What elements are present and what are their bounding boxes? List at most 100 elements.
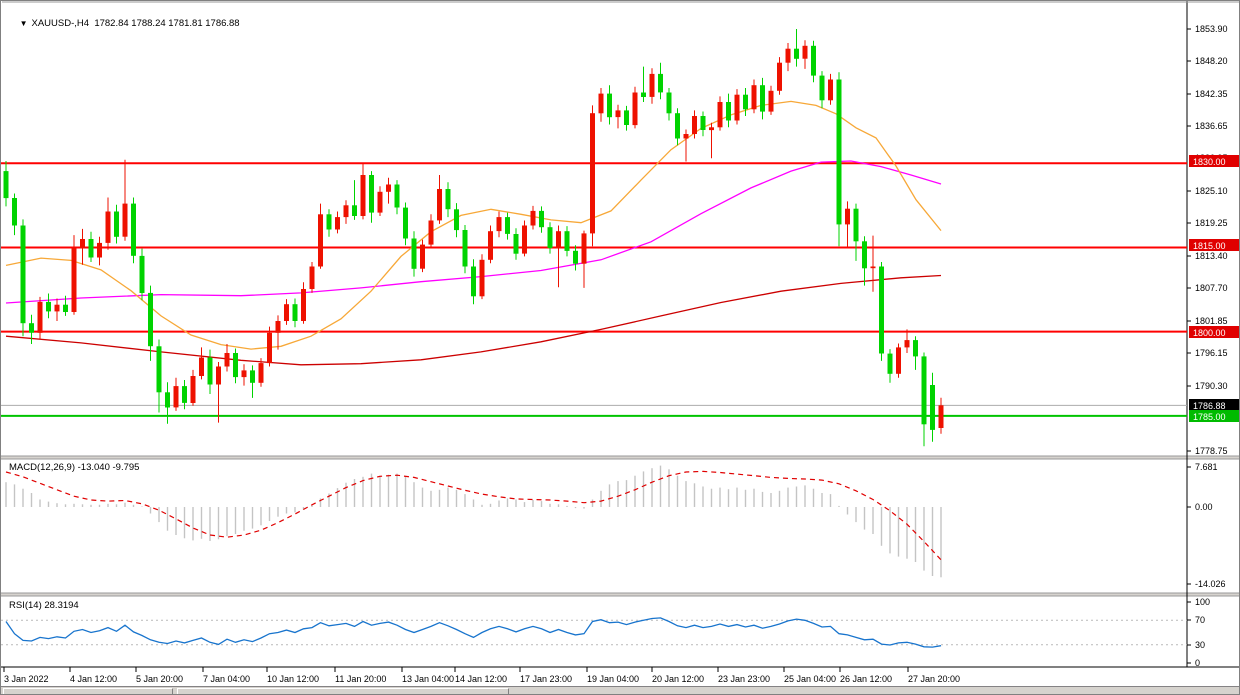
candle-body bbox=[938, 405, 944, 428]
candle-body bbox=[114, 211, 119, 237]
time-axis-label: 4 Jan 12:00 bbox=[70, 674, 117, 684]
candle-body bbox=[343, 205, 349, 218]
candle-body bbox=[564, 231, 570, 251]
candle-body bbox=[80, 239, 85, 248]
time-axis-label: 7 Jan 04:00 bbox=[203, 674, 250, 684]
candle-body bbox=[403, 207, 408, 239]
candle-body bbox=[352, 205, 357, 216]
price-tag[interactable] bbox=[1189, 155, 1239, 167]
candle-body bbox=[37, 301, 43, 333]
candle-body bbox=[182, 386, 187, 403]
pane-splitter[interactable] bbox=[1, 456, 1240, 459]
candle-body bbox=[207, 357, 213, 385]
candle-body bbox=[683, 134, 689, 139]
candle-body bbox=[267, 332, 272, 364]
time-axis-label: 27 Jan 20:00 bbox=[908, 674, 960, 684]
candle-body bbox=[675, 113, 680, 139]
price-axis-label: 1796.15 bbox=[1195, 348, 1228, 358]
rsi-axis-label: 30 bbox=[1195, 640, 1205, 650]
price-axis-label: 1853.90 bbox=[1195, 24, 1228, 34]
ma-mid-magenta-line bbox=[5, 160, 942, 304]
candle-body bbox=[658, 73, 663, 93]
candle-body bbox=[326, 214, 332, 230]
macd-axis-label: -14.026 bbox=[1195, 579, 1226, 589]
price-tag[interactable] bbox=[1189, 239, 1239, 251]
candle-body bbox=[726, 102, 731, 121]
price-axis-label: 1813.40 bbox=[1195, 251, 1228, 261]
candle-body bbox=[828, 79, 833, 101]
candle-body bbox=[411, 238, 417, 269]
candle-body bbox=[794, 48, 799, 59]
price-tag[interactable] bbox=[1189, 410, 1239, 422]
price-tag[interactable] bbox=[1189, 399, 1239, 411]
price-axis-label: 1801.85 bbox=[1195, 316, 1228, 326]
price-axis-label: 1819.25 bbox=[1195, 218, 1228, 228]
candle-body bbox=[581, 233, 587, 264]
candle-body bbox=[97, 242, 102, 258]
ohlc-values: 1782.84 1788.24 1781.81 1786.88 bbox=[94, 18, 240, 29]
candle-body bbox=[224, 353, 230, 367]
candle-body bbox=[258, 363, 264, 383]
candle-body bbox=[743, 94, 748, 110]
candle-body bbox=[479, 259, 485, 297]
candle-body bbox=[20, 225, 26, 324]
symbol-timeframe-label: XAUUSD-,H4 bbox=[31, 18, 90, 29]
candle-body bbox=[904, 340, 910, 348]
price-tag-text: 1785.00 bbox=[1193, 412, 1226, 422]
candle-body bbox=[496, 217, 502, 232]
rsi-indicator-label: RSI(14) 28.3194 bbox=[9, 600, 79, 611]
candle-body bbox=[862, 241, 867, 269]
candle-body bbox=[156, 346, 162, 393]
candle-body bbox=[649, 73, 655, 97]
price-tag-text: 1786.88 bbox=[1193, 401, 1226, 411]
candle-body bbox=[131, 203, 136, 256]
price-axis-label: 1836.65 bbox=[1195, 121, 1228, 131]
time-axis-label: 10 Jan 12:00 bbox=[267, 674, 319, 684]
candle-body bbox=[836, 79, 842, 225]
price-axis-label: 1848.20 bbox=[1195, 56, 1228, 66]
candle-body bbox=[301, 289, 306, 321]
candle-body bbox=[190, 376, 196, 403]
price-axis[interactable] bbox=[1187, 28, 1191, 664]
candle-body bbox=[241, 370, 247, 378]
candle-body bbox=[250, 370, 255, 383]
ma-fast-orange-line bbox=[5, 100, 942, 350]
price-axis-label: 1825.10 bbox=[1195, 186, 1228, 196]
time-axis-label: 14 Jan 12:00 bbox=[455, 674, 507, 684]
candle-body bbox=[666, 92, 672, 114]
candle-body bbox=[233, 353, 238, 378]
candle-body bbox=[845, 208, 850, 225]
candle-body bbox=[148, 292, 153, 347]
candle-body bbox=[530, 210, 536, 226]
candle-body bbox=[386, 184, 391, 192]
candle-body bbox=[462, 230, 468, 267]
candle-body bbox=[275, 321, 281, 333]
candle-body bbox=[768, 90, 774, 112]
candle-body bbox=[420, 244, 425, 269]
candle-body bbox=[522, 225, 527, 254]
price-axis-label: 1842.35 bbox=[1195, 89, 1228, 99]
candle-body bbox=[335, 217, 340, 230]
candle-body bbox=[547, 227, 553, 248]
price-tag[interactable] bbox=[1189, 326, 1239, 338]
time-axis-label: 13 Jan 04:00 bbox=[402, 674, 454, 684]
candle-body bbox=[377, 191, 383, 213]
candlestick-series bbox=[3, 29, 944, 447]
chart-tab[interactable] bbox=[3, 688, 173, 694]
chart-title: ▼ XAUUSD-,H4 1782.84 1788.24 1781.81 1786… bbox=[9, 7, 240, 40]
macd-axis-label: 7.681 bbox=[1195, 462, 1218, 472]
candle-body bbox=[3, 171, 9, 199]
candle-body bbox=[471, 266, 476, 297]
candle-body bbox=[71, 248, 77, 312]
candle-body bbox=[879, 266, 884, 354]
candle-body bbox=[607, 93, 612, 118]
pane-splitter[interactable] bbox=[1, 593, 1240, 596]
price-axis-label: 1807.70 bbox=[1195, 283, 1228, 293]
chart-tabs-strip bbox=[1, 686, 1239, 694]
candle-body bbox=[360, 175, 366, 216]
candle-body bbox=[122, 203, 128, 237]
chart-tab[interactable] bbox=[177, 688, 509, 694]
chevron-down-icon[interactable]: ▼ bbox=[19, 19, 28, 28]
